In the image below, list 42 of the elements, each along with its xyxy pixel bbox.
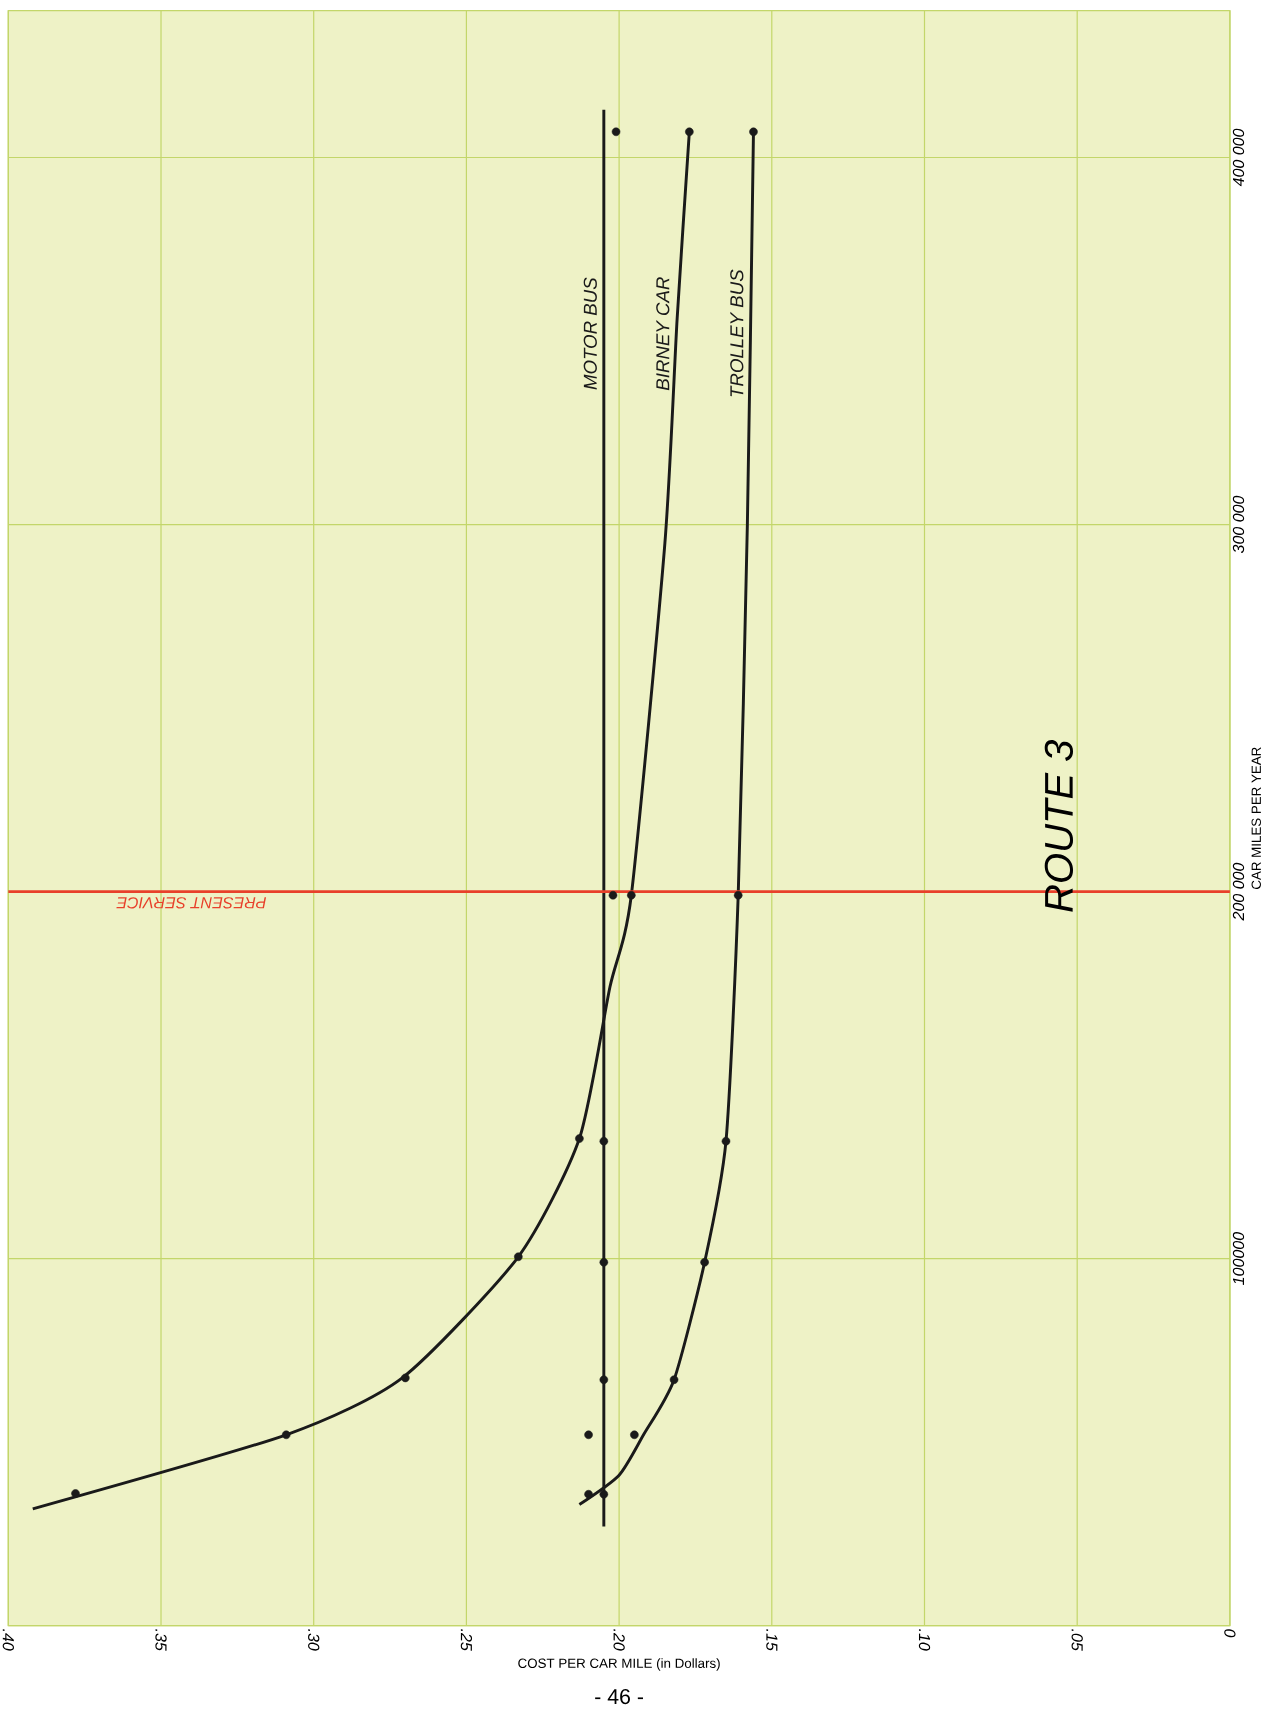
point xyxy=(700,1258,709,1267)
point xyxy=(599,1489,608,1499)
text: TROLLEY BUS xyxy=(730,269,744,397)
x-axis-title: COST PER CAR MILE (in Dollars) xyxy=(518,1658,720,1671)
y-tick-label: 400 000 xyxy=(1232,128,1245,187)
point xyxy=(749,127,758,137)
x-tick-label: .25 xyxy=(460,1629,472,1651)
point xyxy=(608,890,618,900)
text: - 46 - xyxy=(595,1689,643,1705)
point xyxy=(599,1258,608,1267)
text: MOTOR BUS xyxy=(583,277,597,390)
y-tick-label: 200 000 xyxy=(1232,862,1245,921)
y-tick-label: 100000 xyxy=(1232,1232,1245,1285)
y-tick-label: 300 000 xyxy=(1232,495,1245,554)
x-tick-label: .30 xyxy=(307,1629,320,1651)
point xyxy=(629,1430,639,1440)
point xyxy=(584,1489,593,1499)
x-tick-label: .40 xyxy=(2,1629,14,1651)
point xyxy=(71,1489,80,1498)
point xyxy=(611,127,621,137)
point xyxy=(281,1430,291,1440)
x-tick-label: 0 xyxy=(1224,1629,1236,1638)
x-tick-label: .15 xyxy=(766,1629,778,1651)
point xyxy=(513,1252,523,1262)
x-tick-label: .35 xyxy=(155,1629,167,1651)
point xyxy=(599,1136,608,1146)
point xyxy=(400,1373,410,1383)
point xyxy=(575,1134,584,1143)
point xyxy=(599,1375,608,1384)
text: ROUTE 3 xyxy=(1044,739,1073,912)
point xyxy=(721,1136,731,1146)
text: BIRNEY CAR xyxy=(656,277,670,391)
point xyxy=(669,1375,679,1384)
x-tick-label: .05 xyxy=(1071,1629,1083,1651)
x-tick-label: .20 xyxy=(613,1629,625,1651)
point xyxy=(626,890,636,900)
y-axis-title: CAR MILES PER YEAR xyxy=(1251,747,1261,890)
point xyxy=(584,1430,593,1440)
point xyxy=(684,127,694,137)
point xyxy=(733,890,743,900)
x-tick-label: .10 xyxy=(918,1629,931,1651)
ref-line-label: PRESENT SERVICE xyxy=(116,897,266,909)
